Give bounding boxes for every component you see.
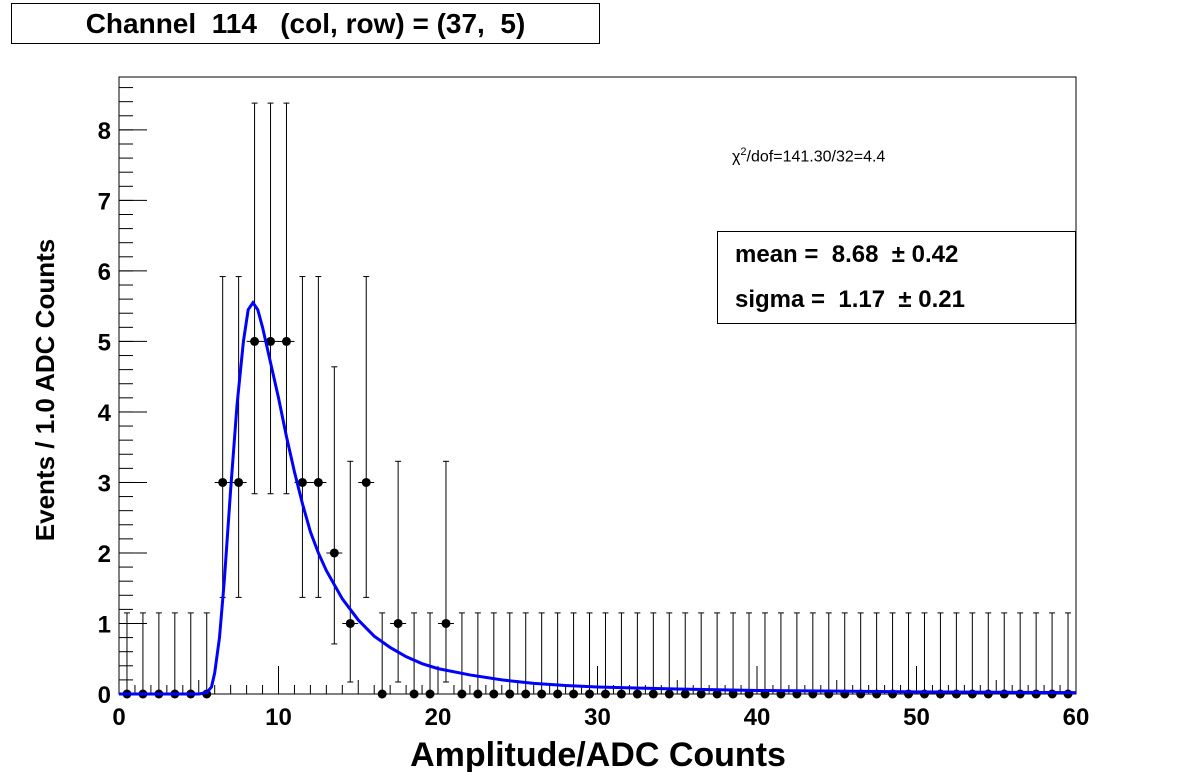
x-tick-label: 20 xyxy=(425,704,452,731)
data-point xyxy=(696,689,706,699)
x-tick-labels: 0 10 20 30 40 50 60 xyxy=(112,704,1089,731)
data-point xyxy=(281,336,291,346)
chart-title: Channel 114 (col, row) = (37, 5) xyxy=(85,7,526,39)
y-tick-label: 0 xyxy=(98,682,111,709)
y-tick-label: 1 xyxy=(98,611,111,638)
data-point xyxy=(473,689,483,699)
x-tick-label: 40 xyxy=(744,704,771,731)
x-tick-label: 60 xyxy=(1063,704,1090,731)
data-point xyxy=(250,336,260,346)
y-tick-label: 2 xyxy=(98,541,111,568)
y-minor-ticks xyxy=(119,87,133,695)
data-point xyxy=(664,689,674,699)
data-point xyxy=(377,689,387,699)
y-tick-label: 4 xyxy=(98,400,112,427)
chi2-symbol: χ xyxy=(732,148,741,166)
data-point xyxy=(680,689,690,699)
fit-sigma: sigma = 1.17 ± 0.21 xyxy=(735,286,965,313)
y-axis-label: Events / 1.0 ADC Counts xyxy=(30,239,60,541)
data-point xyxy=(569,689,579,699)
x-axis-label: Amplitude/ADC Counts xyxy=(410,736,786,772)
data-point xyxy=(234,477,244,487)
data-point xyxy=(728,689,738,699)
data-point xyxy=(1047,689,1057,699)
data-point xyxy=(585,689,595,699)
data-point xyxy=(457,689,467,699)
x-tick-label: 10 xyxy=(265,704,292,731)
fit-stats-box: mean = 8.68 ± 0.42 sigma = 1.17 ± 0.21 xyxy=(717,231,1076,324)
plot-frame xyxy=(118,76,1077,695)
data-point xyxy=(1031,689,1041,699)
data-point xyxy=(329,548,339,558)
x-tick-label: 50 xyxy=(903,704,930,731)
data-point xyxy=(521,689,531,699)
data-point xyxy=(313,477,323,487)
y-tick-label: 6 xyxy=(98,259,111,286)
data-point xyxy=(297,477,307,487)
x-tick-label: 0 xyxy=(112,704,125,731)
y-tick-label: 5 xyxy=(98,329,111,356)
data-point xyxy=(361,477,371,487)
y-tick-labels: 0 1 2 3 4 5 6 7 8 xyxy=(98,118,112,709)
data-point xyxy=(393,618,403,628)
data-point xyxy=(409,689,419,699)
y-tick-label: 8 xyxy=(98,118,111,145)
data-point xyxy=(632,689,642,699)
chi2-value: /dof=141.30/32=4.4 xyxy=(746,148,886,166)
error-bars xyxy=(119,102,1076,695)
chart-title-box: Channel 114 (col, row) = (37, 5) xyxy=(11,3,600,44)
data-point xyxy=(345,618,355,628)
data-point xyxy=(441,618,451,628)
fit-curve xyxy=(119,299,1077,696)
data-point xyxy=(425,689,435,699)
y-tick-label: 3 xyxy=(98,470,111,497)
data-point xyxy=(537,689,547,699)
data-points xyxy=(122,336,1073,699)
y-tick-label: 7 xyxy=(98,188,111,215)
data-point xyxy=(218,477,228,487)
x-tick-label: 30 xyxy=(584,704,611,731)
data-point xyxy=(648,689,658,699)
chi2-annotation: χ2/dof=141.30/32=4.4 xyxy=(732,146,885,166)
data-point xyxy=(616,689,626,699)
chi2-superscript: 2 xyxy=(740,146,747,158)
data-point xyxy=(600,689,610,699)
data-point xyxy=(266,336,276,346)
data-point xyxy=(489,689,499,699)
data-point xyxy=(505,689,515,699)
fit-mean: mean = 8.68 ± 0.42 xyxy=(735,241,959,268)
x-ticks xyxy=(118,666,1077,694)
data-point xyxy=(712,689,722,699)
data-point xyxy=(553,689,563,699)
